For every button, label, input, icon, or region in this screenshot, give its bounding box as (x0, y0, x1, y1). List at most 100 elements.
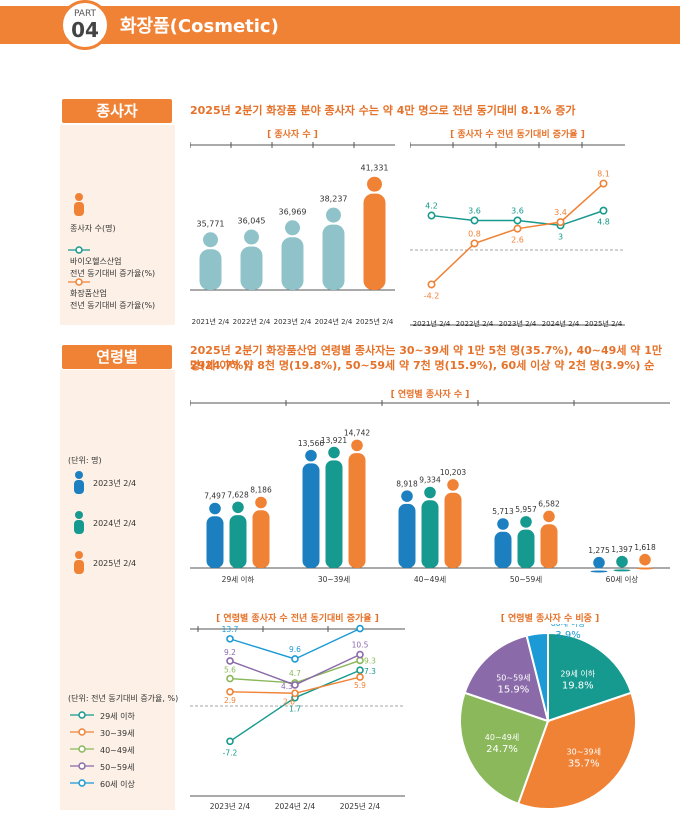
data-point (356, 624, 364, 633)
bar-29세 이하-2025년 2/4-body (252, 510, 270, 568)
growth-unit-label: (단위: 전년 동기대비 증가율, %) (68, 694, 179, 703)
data-label: 9.2 (224, 648, 236, 657)
bar-2022년 2/4-head (244, 229, 259, 245)
bar-value-label: 8,186 (250, 486, 272, 495)
data-point (470, 239, 479, 248)
data-point (356, 673, 364, 681)
chart4-title: [ 연령별 종사자 수 전년 동기대비 증가율 ] (216, 614, 379, 624)
section-tag-workers: 종사자 (62, 99, 172, 123)
pie-value-label: 24.7% (486, 744, 518, 755)
bar-value-label: 5,713 (492, 507, 514, 516)
x-tick-label: 29세 이하 (222, 574, 255, 584)
legend-marker-icon (78, 745, 86, 753)
workers-bar-chart: 35,771 2021년 2/4 36,045 2022년 2/4 36,969 2023… (190, 142, 395, 326)
bar-40~49세-2023년 2/4-body (398, 503, 416, 568)
age-pie-chart: 29세 이하 19.8% 30~39세 35.7% 40~49세 24.7% 50~59세 1… (459, 624, 637, 810)
bar-value-label: 7,628 (227, 491, 249, 500)
bar-30~39세-2025년 2/4-head (351, 439, 363, 452)
pie-category-label: 29세 이하 (560, 669, 595, 679)
bar-50~59세-2025년 2/4-head (543, 510, 555, 523)
bar-60세 이상-2023년 2/4 (590, 556, 608, 573)
pie-category-label: 60세 이상 (551, 624, 586, 628)
x-tick-label: 2022년 2/4 (456, 319, 494, 328)
data-label: 10.5 (352, 641, 369, 650)
bar-50~59세-2024년 2/4-body (517, 529, 535, 568)
legend-workers-label: 종사자 수(명) (70, 224, 116, 233)
data-point (427, 280, 436, 289)
bar-50~59세-2025년 2/4-body (540, 524, 558, 568)
bar-30~39세-2024년 2/4 (325, 446, 343, 568)
bar-30~39세-2023년 2/4 (302, 449, 320, 568)
data-label: 9.3 (364, 656, 376, 665)
bar-40~49세-2025년 2/4 (444, 479, 462, 568)
bar-40~49세-2024년 2/4-head (424, 486, 436, 499)
x-tick-label: 2021년 2/4 (413, 319, 451, 328)
bar-29세 이하-2024년 2/4 (229, 501, 247, 568)
bar-30~39세-2024년 2/4-head (328, 446, 340, 459)
pie-slice-60세 이상 (525, 631, 549, 722)
bar-2022년 2/4-body (240, 246, 263, 290)
bar-2025년 2/4-head (367, 176, 382, 192)
x-tick-label: 2024년 2/4 (275, 801, 316, 811)
x-tick-label: 2025년 2/4 (585, 319, 623, 328)
data-point (226, 657, 234, 665)
chart3-title: [ 연령별 종사자 수 ] (390, 390, 470, 400)
bar-30~39세-2023년 2/4-body (302, 463, 320, 568)
bar-value-label: 9,334 (419, 476, 441, 485)
legend-5-icons (70, 711, 94, 787)
x-tick-label: 30~39세 (318, 575, 350, 584)
data-label: 3.4 (554, 208, 567, 217)
legend-age-40s: 40~49세 (100, 746, 135, 755)
x-tick-label: 2021년 2/4 (192, 317, 230, 326)
pie-category-label: 30~39세 (567, 747, 601, 756)
chart5-title: [ 연령별 종사자 수 비중 ] (500, 614, 600, 624)
pie-value-label: 15.9% (498, 684, 530, 695)
bar-29세 이하-2023년 2/4 (206, 502, 224, 568)
bar-60세 이상-2024년 2/4-body (613, 569, 631, 572)
legend-marker-icon (78, 711, 86, 719)
bar-2021년 2/4 (199, 232, 222, 290)
data-point (226, 674, 234, 683)
legend-age-30s: 30~39세 (100, 729, 135, 738)
data-point (356, 650, 364, 659)
legend-cosmetic-label: 화장품산업 전년 동기대비 증가율(%) (70, 289, 156, 310)
bar-2023년 2/4 (281, 220, 304, 290)
bar-value-label: 14,742 (344, 429, 370, 438)
pie-slice-50~59세 (463, 634, 550, 723)
bar-value-label: 1,618 (634, 543, 656, 552)
chart2-title: [ 종사자 수 전년 동기대비 증가율 ] (450, 130, 585, 140)
data-label: 4.8 (597, 218, 610, 227)
data-label: 8.1 (597, 170, 610, 179)
sidebar-panel-2 (60, 370, 175, 810)
data-label: 4.3 (281, 682, 293, 691)
legend-2-icons (74, 471, 84, 574)
bar-2024년 2/4 (322, 207, 345, 290)
section-tag-age: 연령별 (62, 345, 172, 369)
legend-1-icons (68, 193, 90, 286)
x-tick-label: 2024년 2/4 (542, 319, 580, 328)
bar-2024년 2/4-body (322, 224, 345, 290)
bar-40~49세-2025년 2/4-body (444, 492, 462, 568)
bar-50~59세-2024년 2/4-head (520, 516, 532, 528)
teal-line-marker-icon (68, 246, 90, 254)
bar-value-label: 8,918 (396, 479, 418, 488)
orange-line-marker-icon (68, 278, 90, 286)
bar-60세 이상-2025년 2/4 (636, 553, 654, 570)
data-point (599, 206, 608, 215)
legend-marker-icon (78, 762, 86, 770)
bar-29세 이하-2025년 2/4 (252, 496, 270, 568)
data-label: 3.6 (468, 206, 481, 215)
bar-value-label: 5,957 (515, 505, 537, 514)
bar-value-label: 35,771 (197, 219, 225, 228)
bar-value-label: 38,237 (320, 195, 348, 204)
x-tick-label: 2023년 2/4 (499, 319, 537, 328)
x-tick-label: 2023년 2/4 (274, 317, 312, 326)
data-label: 5.6 (224, 666, 236, 675)
bar-29세 이하-2024년 2/4-head (232, 501, 244, 514)
data-label: 3 (558, 232, 563, 241)
legend-age-50s: 50~59세 (100, 763, 135, 772)
data-label: -7.2 (223, 748, 238, 757)
bar-value-label: 13,921 (321, 436, 347, 445)
x-tick-label: 50~59세 (510, 575, 542, 584)
